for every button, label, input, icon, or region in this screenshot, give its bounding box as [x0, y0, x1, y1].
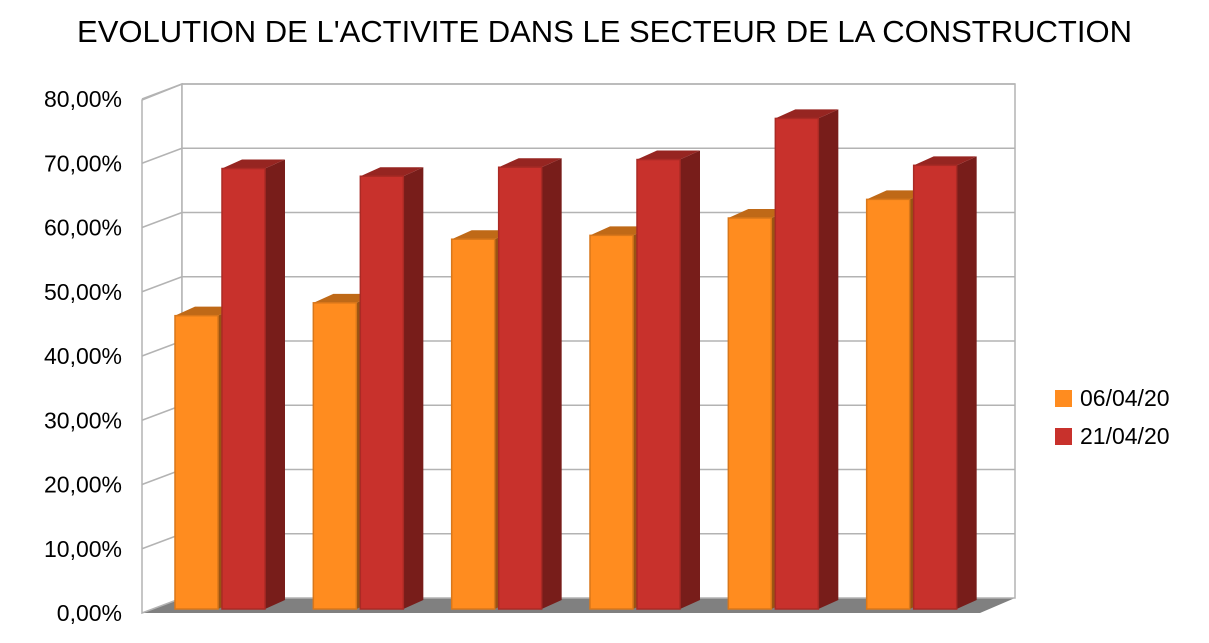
bar-21/04/20-5	[775, 109, 838, 609]
y-tick-label: 20,00%	[44, 472, 122, 498]
y-tick-label: 40,00%	[44, 343, 122, 369]
y-tick-label: 80,00%	[44, 86, 122, 112]
y-tick-label: 50,00%	[44, 279, 122, 305]
legend-label: 06/04/20	[1080, 385, 1170, 411]
y-tick-label: 10,00%	[44, 536, 122, 562]
bar-21/04/20-2	[360, 167, 423, 609]
y-tick-label: 30,00%	[44, 407, 122, 433]
bar-21/04/20-6	[914, 156, 977, 609]
y-axis-tick-labels: 0,00% 10,00% 20,00% 30,00% 40,00% 50,00% 60,00…	[44, 86, 122, 626]
bar-21/04/20-4	[637, 151, 700, 609]
y-tick-label: 0,00%	[57, 600, 122, 626]
legend-label: 21/04/20	[1080, 423, 1170, 449]
bar-21/04/20-3	[499, 158, 562, 609]
y-tick-label: 70,00%	[44, 150, 122, 176]
legend-item: 06/04/20	[1055, 385, 1170, 411]
legend: 06/04/20 21/04/20	[1055, 385, 1170, 449]
legend-item: 21/04/20	[1055, 423, 1170, 449]
legend-swatch	[1055, 428, 1072, 445]
y-tick-label: 60,00%	[44, 215, 122, 241]
bar-21/04/20-1	[222, 160, 285, 609]
legend-swatch	[1055, 390, 1072, 407]
